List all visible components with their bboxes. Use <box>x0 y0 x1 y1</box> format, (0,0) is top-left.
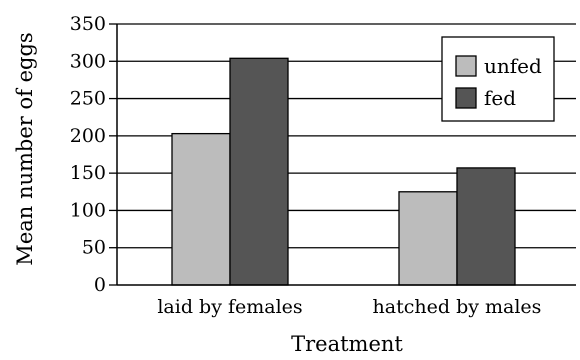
bars <box>171 57 516 286</box>
y-axis-title: Mean number of eggs <box>13 32 37 265</box>
y-tick-label: 0 <box>94 274 106 296</box>
legend-swatch-unfed <box>455 55 477 77</box>
legend: unfed fed <box>441 36 555 122</box>
x-tick-label: hatched by males <box>373 296 542 318</box>
bar-unfed-1 <box>398 191 458 286</box>
bar-fed-0 <box>229 57 289 286</box>
y-tick-label: 300 <box>70 50 106 72</box>
x-tick-label: laid by females <box>157 296 302 318</box>
y-tick-label: 150 <box>70 162 106 184</box>
axes <box>109 23 576 286</box>
y-tick-label: 50 <box>82 237 106 259</box>
bar-fed-1 <box>456 167 516 286</box>
x-axis-title: Treatment <box>291 332 403 356</box>
y-tick-label: 350 <box>70 13 106 35</box>
y-tick-label: 100 <box>70 199 106 221</box>
legend-label-fed: fed <box>484 86 516 110</box>
bar-unfed-0 <box>171 132 231 286</box>
tick-labels: laid by females hatched by males 0 50 100 150… <box>70 13 542 318</box>
y-tick-label: 200 <box>70 125 106 147</box>
y-tick-label: 250 <box>70 88 106 110</box>
legend-label-unfed: unfed <box>484 54 542 78</box>
legend-swatch-fed <box>455 87 477 109</box>
